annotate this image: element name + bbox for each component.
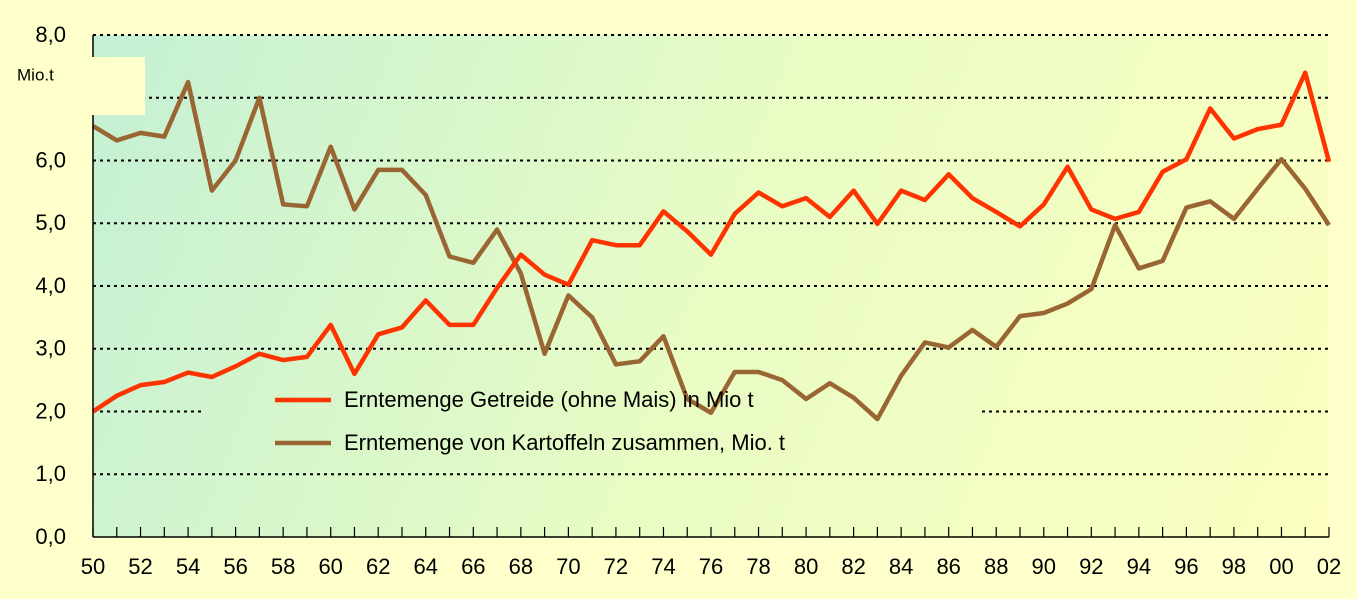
unit-box bbox=[12, 57, 145, 115]
x-tick-label: 56 bbox=[223, 554, 247, 579]
y-tick-label: 8,0 bbox=[35, 22, 66, 47]
y-tick-label: 4,0 bbox=[35, 273, 66, 298]
y-tick-label: 2,0 bbox=[35, 398, 66, 423]
x-tick-label: 66 bbox=[461, 554, 485, 579]
x-tick-label: 72 bbox=[604, 554, 628, 579]
x-tick-label: 76 bbox=[699, 554, 723, 579]
y-tick-label: 5,0 bbox=[35, 210, 66, 235]
x-tick-label: 82 bbox=[841, 554, 865, 579]
x-tick-label: 98 bbox=[1222, 554, 1246, 579]
x-tick-label: 90 bbox=[1032, 554, 1056, 579]
legend-label: Erntemenge Getreide (ohne Mais) in Mio t bbox=[344, 387, 754, 412]
x-tick-label: 84 bbox=[889, 554, 913, 579]
legend-background bbox=[205, 378, 980, 468]
x-tick-label: 94 bbox=[1127, 554, 1151, 579]
y-tick-label: 3,0 bbox=[35, 336, 66, 361]
x-tick-label: 52 bbox=[128, 554, 152, 579]
x-tick-label: 88 bbox=[984, 554, 1008, 579]
y-tick-label: 0,0 bbox=[35, 524, 66, 549]
x-tick-label: 80 bbox=[794, 554, 818, 579]
x-tick-label: 96 bbox=[1174, 554, 1198, 579]
x-tick-label: 64 bbox=[414, 554, 438, 579]
y-tick-label: 1,0 bbox=[35, 461, 66, 486]
x-tick-label: 54 bbox=[176, 554, 200, 579]
x-tick-label: 50 bbox=[81, 554, 105, 579]
x-tick-label: 02 bbox=[1317, 554, 1341, 579]
legend-label: Erntemenge von Kartoffeln zusammen, Mio.… bbox=[344, 430, 785, 455]
x-tick-label: 86 bbox=[936, 554, 960, 579]
x-tick-label: 78 bbox=[746, 554, 770, 579]
x-tick-label: 60 bbox=[318, 554, 342, 579]
y-unit-label: Mio.t bbox=[17, 65, 54, 84]
x-tick-label: 58 bbox=[271, 554, 295, 579]
y-tick-label: 6,0 bbox=[35, 147, 66, 172]
series-line bbox=[91, 79, 1331, 422]
series-line bbox=[91, 70, 1332, 414]
x-tick-label: 70 bbox=[556, 554, 580, 579]
x-tick-label: 92 bbox=[1079, 554, 1103, 579]
x-tick-label: 00 bbox=[1269, 554, 1293, 579]
x-tick-label: 62 bbox=[366, 554, 390, 579]
x-tick-label: 74 bbox=[651, 554, 675, 579]
x-tick-label: 68 bbox=[509, 554, 533, 579]
